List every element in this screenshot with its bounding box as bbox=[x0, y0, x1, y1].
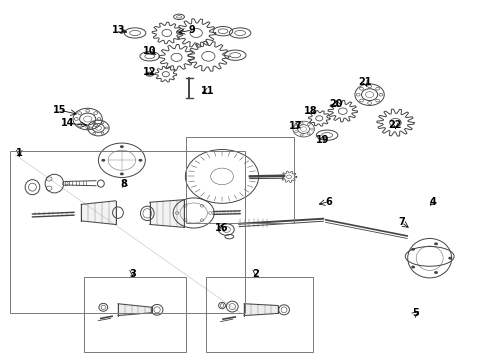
Text: 9: 9 bbox=[189, 25, 196, 35]
Text: 13: 13 bbox=[112, 25, 126, 35]
Text: 20: 20 bbox=[329, 99, 343, 109]
Circle shape bbox=[434, 271, 438, 274]
Polygon shape bbox=[118, 304, 152, 316]
Text: 12: 12 bbox=[143, 67, 156, 77]
Text: 2: 2 bbox=[252, 269, 259, 279]
Circle shape bbox=[101, 159, 105, 162]
Text: 15: 15 bbox=[52, 105, 66, 115]
Circle shape bbox=[120, 145, 124, 148]
Text: 14: 14 bbox=[61, 118, 74, 128]
Text: 11: 11 bbox=[201, 86, 215, 96]
Text: 22: 22 bbox=[389, 121, 402, 130]
Text: 16: 16 bbox=[215, 224, 228, 233]
Circle shape bbox=[120, 172, 124, 175]
Text: 5: 5 bbox=[413, 309, 419, 318]
Text: 4: 4 bbox=[430, 197, 437, 207]
Polygon shape bbox=[244, 304, 278, 316]
Text: 7: 7 bbox=[398, 217, 405, 227]
Polygon shape bbox=[81, 201, 116, 225]
Text: 19: 19 bbox=[316, 135, 329, 145]
Bar bbox=[10, 151, 245, 313]
Circle shape bbox=[411, 266, 415, 269]
Bar bbox=[186, 137, 294, 223]
Text: 1: 1 bbox=[16, 148, 23, 158]
Text: 3: 3 bbox=[129, 269, 136, 279]
Text: 8: 8 bbox=[121, 179, 127, 189]
Text: 21: 21 bbox=[359, 77, 372, 87]
Bar bbox=[84, 277, 186, 352]
Text: 18: 18 bbox=[304, 106, 318, 116]
Text: 10: 10 bbox=[143, 46, 156, 56]
Circle shape bbox=[434, 242, 438, 245]
Circle shape bbox=[448, 257, 452, 260]
Bar bbox=[206, 277, 314, 352]
Text: 17: 17 bbox=[289, 121, 302, 131]
Circle shape bbox=[139, 159, 143, 162]
Text: 6: 6 bbox=[326, 197, 332, 207]
Circle shape bbox=[411, 248, 415, 251]
Polygon shape bbox=[150, 200, 184, 227]
